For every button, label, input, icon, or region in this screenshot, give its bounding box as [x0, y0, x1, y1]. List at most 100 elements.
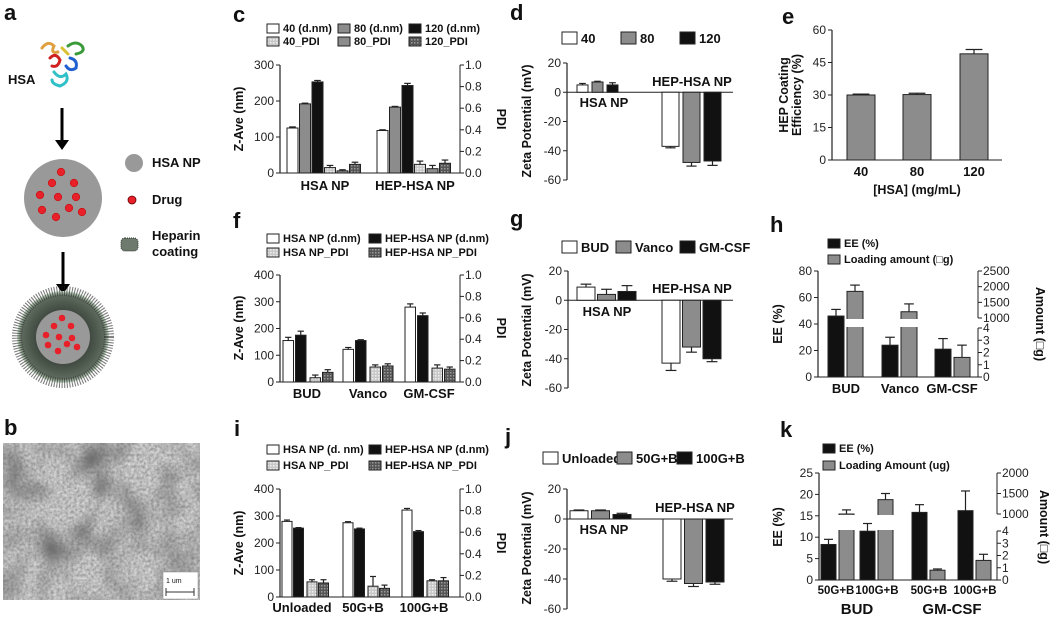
legend-swatch-gray	[615, 240, 632, 254]
y-axis-title: Z-Ave (nm)	[232, 87, 246, 152]
y-axis-title: Zeta Potential (mV)	[520, 64, 534, 177]
panel-j-chart: j -60 -40 -20 0 20 HSA NP HEP-HSA NP Zeta Potent…	[504, 424, 745, 616]
bar-d-black	[606, 84, 619, 93]
legend-swatch-black	[408, 23, 422, 34]
legend-label: 50G+B	[636, 451, 678, 466]
panel-label-j: j	[504, 424, 511, 449]
bar-i-white	[401, 509, 413, 598]
bar-i-dots	[367, 585, 379, 598]
y2-tick-label: 1500	[983, 295, 1010, 309]
heparin-coating-legend-icon	[120, 237, 139, 252]
y2-tick-label: 0	[983, 370, 990, 384]
bar-h-black	[934, 348, 952, 378]
bar-k-gray	[975, 559, 992, 581]
legend-label: HSA NP_PDI	[283, 247, 349, 259]
y-axis-title: EE (%)	[771, 304, 785, 344]
y-tick-label: 20	[548, 56, 562, 70]
scale-bar	[165, 588, 195, 596]
panel-label-d: d	[510, 0, 523, 25]
legend-label: 40	[581, 31, 595, 46]
legend-swatch-black	[679, 240, 696, 254]
y2-tick-label: 0.0	[465, 166, 482, 180]
y2-axis-title: PDI	[494, 533, 508, 554]
x-category-label: 50G+B	[342, 600, 384, 615]
legend-swatch-dots	[266, 460, 280, 471]
bar-g-white	[661, 299, 681, 364]
x-category-label: 50G+B	[818, 585, 855, 597]
panel-label-i: i	[234, 416, 240, 441]
x-axis-title: [HSA] (mg/mL)	[873, 183, 961, 197]
y-tick-label: 0	[267, 590, 274, 604]
axis-break-gap	[846, 319, 864, 327]
bar-g-gray	[597, 293, 616, 301]
hsa-protein-label: HSA	[8, 72, 36, 87]
bar-i-black	[413, 531, 424, 598]
y2-tick-label: 0	[1002, 573, 1009, 587]
legend-label: 80 (d.nm)	[354, 23, 403, 35]
y-tick-label: 200	[254, 94, 274, 108]
drug-legend-icon	[127, 195, 137, 205]
y2-tick-label: 2000	[983, 280, 1010, 294]
bar-h-black	[827, 315, 845, 378]
y2-tick-label: 1.0	[465, 268, 482, 282]
legend-label: 80	[640, 31, 654, 46]
legend: EE (%) Loading Amount (ug)	[822, 443, 950, 472]
panel-g-chart: g -60 -40 -20 0 20 HSA NP HEP-HSA NP Zeta Potent…	[510, 206, 750, 395]
bar-j-gray	[684, 518, 703, 584]
legend-label: HEP-HSA NP_PDI	[385, 460, 477, 472]
y2-tick-label: 0.2	[465, 568, 482, 582]
y2-tick-label: 4	[1002, 524, 1009, 538]
y2-tick-label: 2000	[1002, 466, 1029, 480]
y2-tick-label: 0.8	[465, 289, 482, 303]
bar-i-hatch	[318, 582, 329, 598]
legend-label: HEP-HSA NP (d.nm)	[385, 444, 489, 456]
panel-a-schematic: a	[4, 0, 143, 388]
y2-tick-label: 1500	[1002, 487, 1029, 501]
y-axis-title: EE (%)	[771, 507, 785, 547]
legend-label: GM-CSF	[699, 240, 750, 255]
y-tick-label: 15	[813, 121, 827, 135]
y-tick-label: -60	[544, 173, 562, 187]
legend-swatch-black	[822, 443, 836, 454]
legend: 40 (d.nm) 80 (d.nm) 120 (d.nm) 40_PDI 80_PDI…	[266, 23, 480, 48]
y2-tick-label: 0.8	[465, 504, 482, 518]
legend-swatch-gray	[620, 31, 637, 45]
legend-swatch-hatch	[408, 36, 422, 47]
y-tick-label: 200	[254, 322, 274, 336]
y2-tick-label: 2	[983, 346, 990, 360]
group-label: BUD	[841, 601, 874, 618]
panel-f-chart: f 0 100 200 300 400 0.0 0.2 0.4 0.6 0.8 1.0 BUD Vanco…	[232, 208, 508, 401]
y-tick-label: 15	[800, 509, 814, 523]
y2-tick-label: 4	[983, 321, 990, 335]
legend-swatch-gray	[822, 460, 836, 471]
y-tick-label: 0	[555, 293, 562, 307]
bar-c-hatch	[349, 163, 361, 174]
y2-tick-label: 3	[983, 333, 990, 347]
legend-swatch-gray	[337, 23, 351, 34]
y-tick-label: 25	[800, 466, 814, 480]
y-tick-label: -40	[544, 572, 562, 586]
legend-label: Unloaded	[562, 451, 621, 466]
x-category-label: BUD	[832, 381, 860, 396]
legend-label: HSA NP (d.nm)	[283, 233, 361, 245]
y-tick-label: 400	[254, 268, 274, 282]
y-tick-label: 100	[254, 130, 274, 144]
bar-d-white	[576, 84, 589, 93]
legend-swatch-white	[266, 23, 280, 34]
y2-tick-label: 2	[1002, 549, 1009, 563]
bar-i-black	[293, 527, 304, 598]
bar-j-black	[612, 514, 632, 520]
legend: 40 80 120	[561, 31, 721, 46]
legend: BUD Vanco GM-CSF	[561, 240, 750, 255]
x-category-label: 80	[910, 164, 924, 179]
bar-k-gray	[877, 499, 894, 581]
y-tick-label: 0	[267, 166, 274, 180]
y2-tick-label: 0.4	[465, 332, 482, 346]
legend-label: HSA NP (d. nm)	[283, 444, 364, 456]
x-category-label: HSA NP	[583, 304, 632, 319]
y-tick-label: 300	[254, 58, 274, 72]
bar-i-hatch	[379, 587, 390, 598]
bar-g-black	[617, 290, 637, 301]
